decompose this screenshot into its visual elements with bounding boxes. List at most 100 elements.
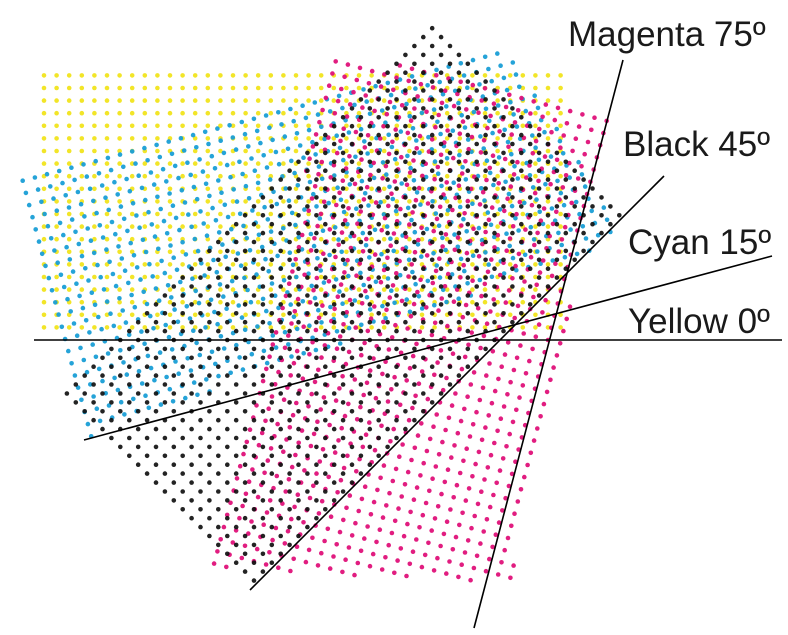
black-halftone-dot bbox=[429, 204, 435, 209]
black-halftone-dot bbox=[305, 275, 310, 280]
cyan-halftone-dot bbox=[488, 222, 494, 228]
cyan-halftone-dot bbox=[217, 282, 223, 287]
cyan-halftone-dot bbox=[218, 138, 223, 143]
yellow-halftone-dot bbox=[407, 236, 412, 242]
cyan-halftone-dot bbox=[32, 175, 38, 180]
magenta-halftone-dot bbox=[341, 322, 346, 327]
cyan-halftone-dot bbox=[223, 254, 228, 260]
black-halftone-dot bbox=[358, 221, 364, 227]
magenta-halftone-dot bbox=[508, 184, 514, 189]
black-halftone-dot bbox=[225, 551, 230, 557]
cyan-halftone-dot bbox=[238, 263, 244, 269]
yellow-halftone-dot bbox=[66, 98, 72, 103]
cyan-halftone-dot bbox=[84, 369, 90, 375]
magenta-halftone-dot bbox=[445, 128, 450, 133]
magenta-halftone-dot bbox=[286, 281, 292, 287]
black-halftone-dot bbox=[376, 400, 382, 405]
cyan-halftone-dot bbox=[367, 255, 372, 260]
black-halftone-dot bbox=[109, 382, 114, 387]
yellow-halftone-dot bbox=[407, 287, 412, 292]
yellow-halftone-dot bbox=[495, 186, 500, 192]
magenta-halftone-dot bbox=[386, 542, 392, 548]
yellow-halftone-dot bbox=[268, 161, 274, 166]
magenta-halftone-dot bbox=[470, 422, 476, 427]
magenta-halftone-dot bbox=[464, 446, 470, 452]
cyan-halftone-dot bbox=[146, 405, 152, 411]
cyan-halftone-dot bbox=[231, 187, 236, 192]
magenta-halftone-dot bbox=[362, 145, 368, 150]
magenta-halftone-dot bbox=[477, 397, 483, 403]
yellow-halftone-dot bbox=[66, 262, 72, 267]
yellow-halftone-dot bbox=[419, 325, 425, 330]
yellow-halftone-dot bbox=[79, 249, 85, 255]
magenta-halftone-dot bbox=[442, 284, 448, 289]
magenta-halftone-dot bbox=[384, 503, 389, 508]
black-angle-line bbox=[249, 175, 665, 591]
yellow-halftone-dot bbox=[356, 287, 362, 292]
black-halftone-dot bbox=[519, 204, 524, 209]
cyan-halftone-dot bbox=[385, 276, 391, 281]
black-halftone-dot bbox=[216, 524, 221, 530]
yellow-halftone-dot bbox=[92, 136, 97, 141]
cyan-halftone-dot bbox=[542, 129, 547, 135]
black-halftone-dot bbox=[323, 435, 328, 441]
black-halftone-dot bbox=[278, 319, 284, 325]
magenta-halftone-dot bbox=[470, 82, 476, 88]
magenta-halftone-dot bbox=[430, 280, 436, 286]
black-halftone-dot bbox=[421, 123, 426, 129]
black-halftone-dot bbox=[260, 230, 266, 236]
yellow-halftone-dot bbox=[407, 148, 412, 154]
yellow-halftone-dot bbox=[117, 199, 122, 204]
black-halftone-dot bbox=[438, 123, 444, 129]
magenta-halftone-dot bbox=[215, 549, 220, 554]
cyan-halftone-dot bbox=[326, 200, 332, 206]
black-halftone-dot bbox=[144, 311, 150, 316]
cyan-halftone-dot bbox=[89, 290, 95, 296]
cyan-halftone-dot bbox=[388, 236, 393, 241]
cyan-halftone-dot bbox=[202, 273, 207, 278]
cyan-halftone-dot bbox=[151, 182, 157, 187]
black-halftone-dot bbox=[510, 248, 515, 254]
magenta-halftone-dot bbox=[380, 176, 385, 181]
magenta-halftone-dot bbox=[267, 550, 272, 555]
black-halftone-dot bbox=[429, 364, 435, 370]
black-halftone-dot bbox=[331, 426, 337, 432]
magenta-halftone-dot bbox=[457, 131, 463, 136]
black-halftone-dot bbox=[492, 123, 497, 129]
yellow-halftone-dot bbox=[432, 110, 437, 116]
magenta-halftone-dot bbox=[474, 553, 480, 559]
black-halftone-dot bbox=[385, 106, 390, 111]
cyan-halftone-dot bbox=[510, 60, 516, 65]
black-halftone-dot bbox=[465, 115, 471, 120]
black-halftone-dot bbox=[340, 293, 346, 298]
cyan-halftone-dot bbox=[580, 224, 586, 229]
black-halftone-dot bbox=[216, 471, 221, 476]
black-halftone-dot bbox=[376, 417, 382, 423]
cyan-halftone-dot bbox=[501, 271, 507, 276]
magenta-halftone-dot bbox=[302, 468, 307, 473]
black-halftone-dot bbox=[412, 97, 417, 102]
yellow-halftone-dot bbox=[558, 161, 563, 166]
magenta-halftone-dot bbox=[410, 353, 416, 359]
black-halftone-dot bbox=[465, 150, 471, 156]
black-halftone-dot bbox=[465, 239, 471, 245]
magenta-halftone-dot bbox=[273, 525, 279, 531]
cyan-halftone-dot bbox=[214, 269, 220, 275]
magenta-halftone-dot bbox=[367, 224, 372, 230]
magenta-halftone-dot bbox=[275, 421, 280, 427]
magenta-halftone-dot bbox=[386, 347, 392, 352]
yellow-halftone-dot bbox=[407, 199, 412, 204]
cyan-halftone-dot bbox=[242, 275, 247, 281]
black-halftone-dot bbox=[180, 293, 185, 298]
magenta-halftone-dot bbox=[509, 471, 515, 477]
cyan-halftone-dot bbox=[121, 216, 127, 222]
magenta-halftone-dot bbox=[270, 537, 275, 543]
magenta-halftone-dot bbox=[391, 231, 397, 236]
black-halftone-dot bbox=[403, 88, 408, 93]
magenta-halftone-dot bbox=[479, 489, 484, 495]
magenta-halftone-dot bbox=[579, 164, 584, 169]
yellow-halftone-dot bbox=[167, 73, 173, 78]
magenta-halftone-dot bbox=[368, 172, 373, 178]
yellow-halftone-dot bbox=[558, 123, 563, 129]
yellow-halftone-dot bbox=[281, 161, 286, 166]
